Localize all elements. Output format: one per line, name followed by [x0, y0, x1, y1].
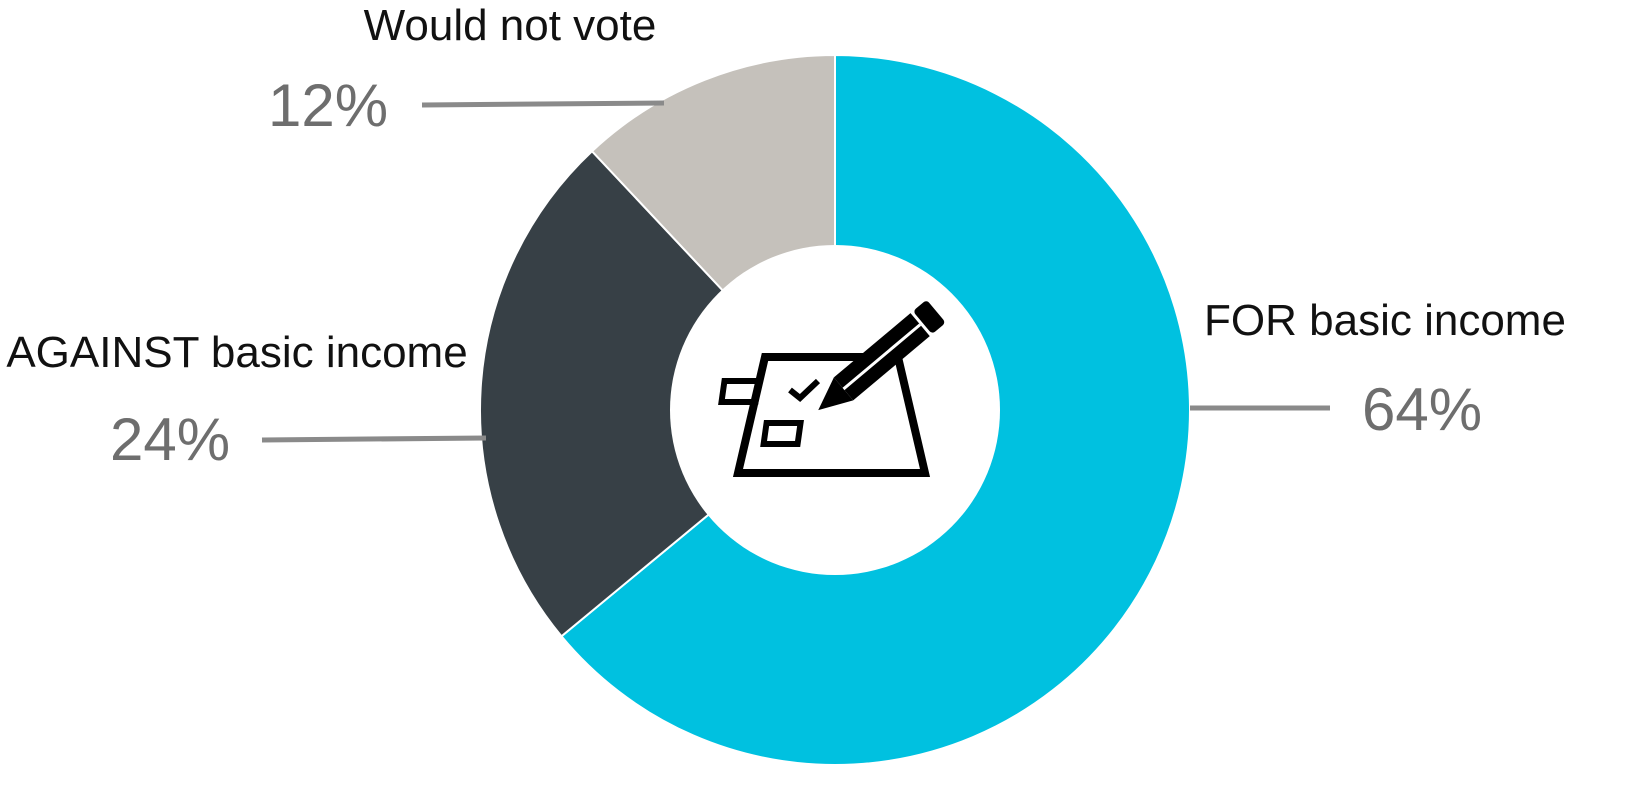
donut-hole [670, 245, 1000, 575]
slice-label-1: AGAINST basic income [6, 328, 467, 377]
slice-value-label-0: 64% [1362, 376, 1482, 443]
slice-1 [479, 149, 837, 638]
slice-label-0: FOR basic income [1204, 296, 1566, 345]
slice-label-2: Would not vote [364, 1, 657, 50]
slice-value-label-2: 12% [268, 72, 388, 139]
ballot-checkbox-pencil-icon [718, 301, 945, 477]
slice-labels: FOR basic income 64% AGAINST basic income 2… [6, 1, 1566, 473]
slice-value-label-1: 24% [110, 406, 230, 473]
leader-line-1 [261, 435, 487, 443]
leader-line-2 [421, 100, 665, 108]
